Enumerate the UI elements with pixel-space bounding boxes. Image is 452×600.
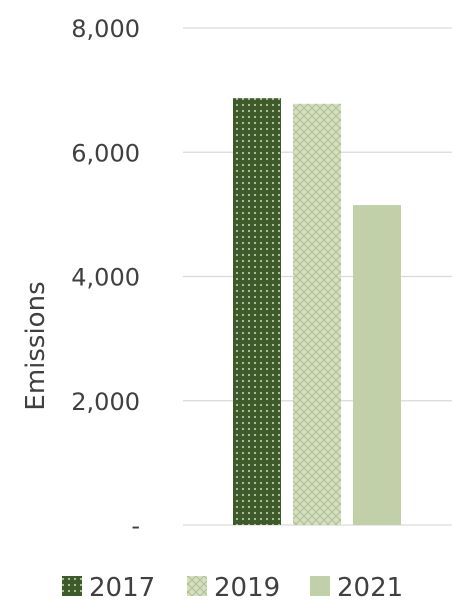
legend-swatch-2019 bbox=[187, 576, 207, 596]
legend-swatch-2021 bbox=[310, 576, 330, 596]
legend-swatch-2017 bbox=[62, 576, 82, 596]
bar-2019 bbox=[293, 103, 341, 525]
bar-2017 bbox=[233, 98, 281, 526]
legend: 2017 2019 2021 bbox=[62, 573, 403, 600]
y-tick-label: 6,000 bbox=[71, 139, 140, 167]
bar-2021 bbox=[353, 205, 401, 525]
y-tick-label: - bbox=[131, 512, 140, 540]
legend-label-2019: 2019 bbox=[214, 573, 280, 600]
y-axis-tick-labels: - 2,000 4,000 6,000 8,000 bbox=[71, 15, 140, 540]
y-tick-label: 2,000 bbox=[71, 388, 140, 416]
y-tick-label: 4,000 bbox=[71, 264, 140, 292]
bars bbox=[233, 98, 401, 526]
legend-label-2017: 2017 bbox=[89, 573, 155, 600]
y-tick-label: 8,000 bbox=[71, 15, 140, 43]
legend-label-2021: 2021 bbox=[337, 573, 403, 600]
y-axis-title: Emissions bbox=[21, 281, 51, 410]
